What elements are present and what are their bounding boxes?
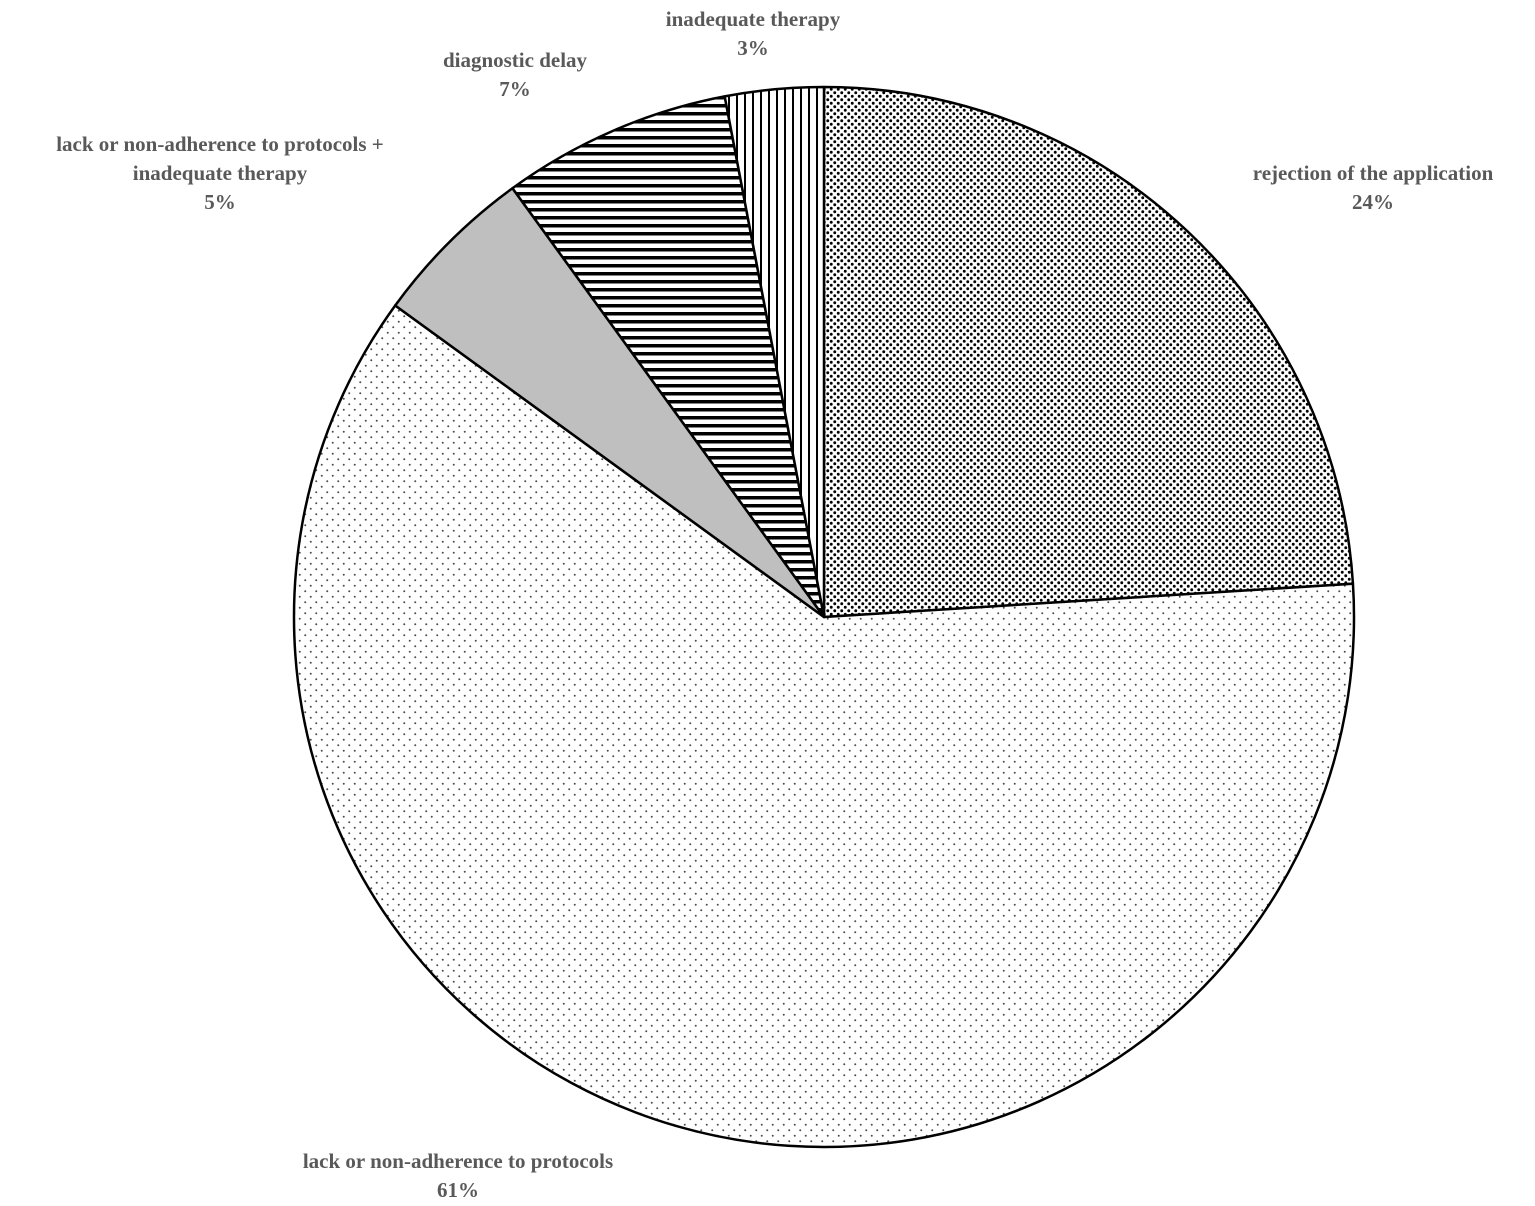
pie-slice-lack-or-non-adherence-to-protocols-inadequate-therapy xyxy=(393,186,826,619)
slice-value-label: 3% xyxy=(737,36,769,60)
slice-category-label: inadequate therapy xyxy=(133,161,308,185)
slice-value-label: 7% xyxy=(499,77,531,101)
pie-slice-lack-or-non-adherence-to-protocols xyxy=(292,304,1356,1149)
slice-category-label: diagnostic delay xyxy=(443,48,588,72)
pie-slice-diagnostic-delay xyxy=(511,95,826,619)
pie-slices xyxy=(292,85,1356,1149)
slice-label-inadequate-therapy: inadequate therapy 3% xyxy=(666,7,841,60)
pie-labels: rejection of the application 24% lack or n… xyxy=(56,7,1493,1202)
slice-category-label: inadequate therapy xyxy=(666,7,841,31)
pie-slice-inadequate-therapy xyxy=(723,85,826,619)
slice-label-rejection-of-the-application: rejection of the application 24% xyxy=(1253,161,1494,214)
slice-category-label: lack or non-adherence to protocols xyxy=(303,1149,613,1173)
slice-label-lack-or-non-adherence-to-protocols-inadequate-therapy: lack or non-adherence to protocols + inad… xyxy=(56,132,384,214)
slice-category-label: lack or non-adherence to protocols + xyxy=(56,132,384,156)
slice-value-label: 5% xyxy=(204,190,236,214)
slice-label-diagnostic-delay: diagnostic delay 7% xyxy=(443,48,588,101)
slice-value-label: 24% xyxy=(1352,190,1394,214)
pie-slice-rejection-of-the-application xyxy=(822,85,1355,619)
slice-value-label: 61% xyxy=(437,1178,479,1202)
slice-label-lack-or-non-adherence-to-protocols: lack or non-adherence to protocols 61% xyxy=(303,1149,613,1202)
slice-category-label: rejection of the application xyxy=(1253,161,1494,185)
